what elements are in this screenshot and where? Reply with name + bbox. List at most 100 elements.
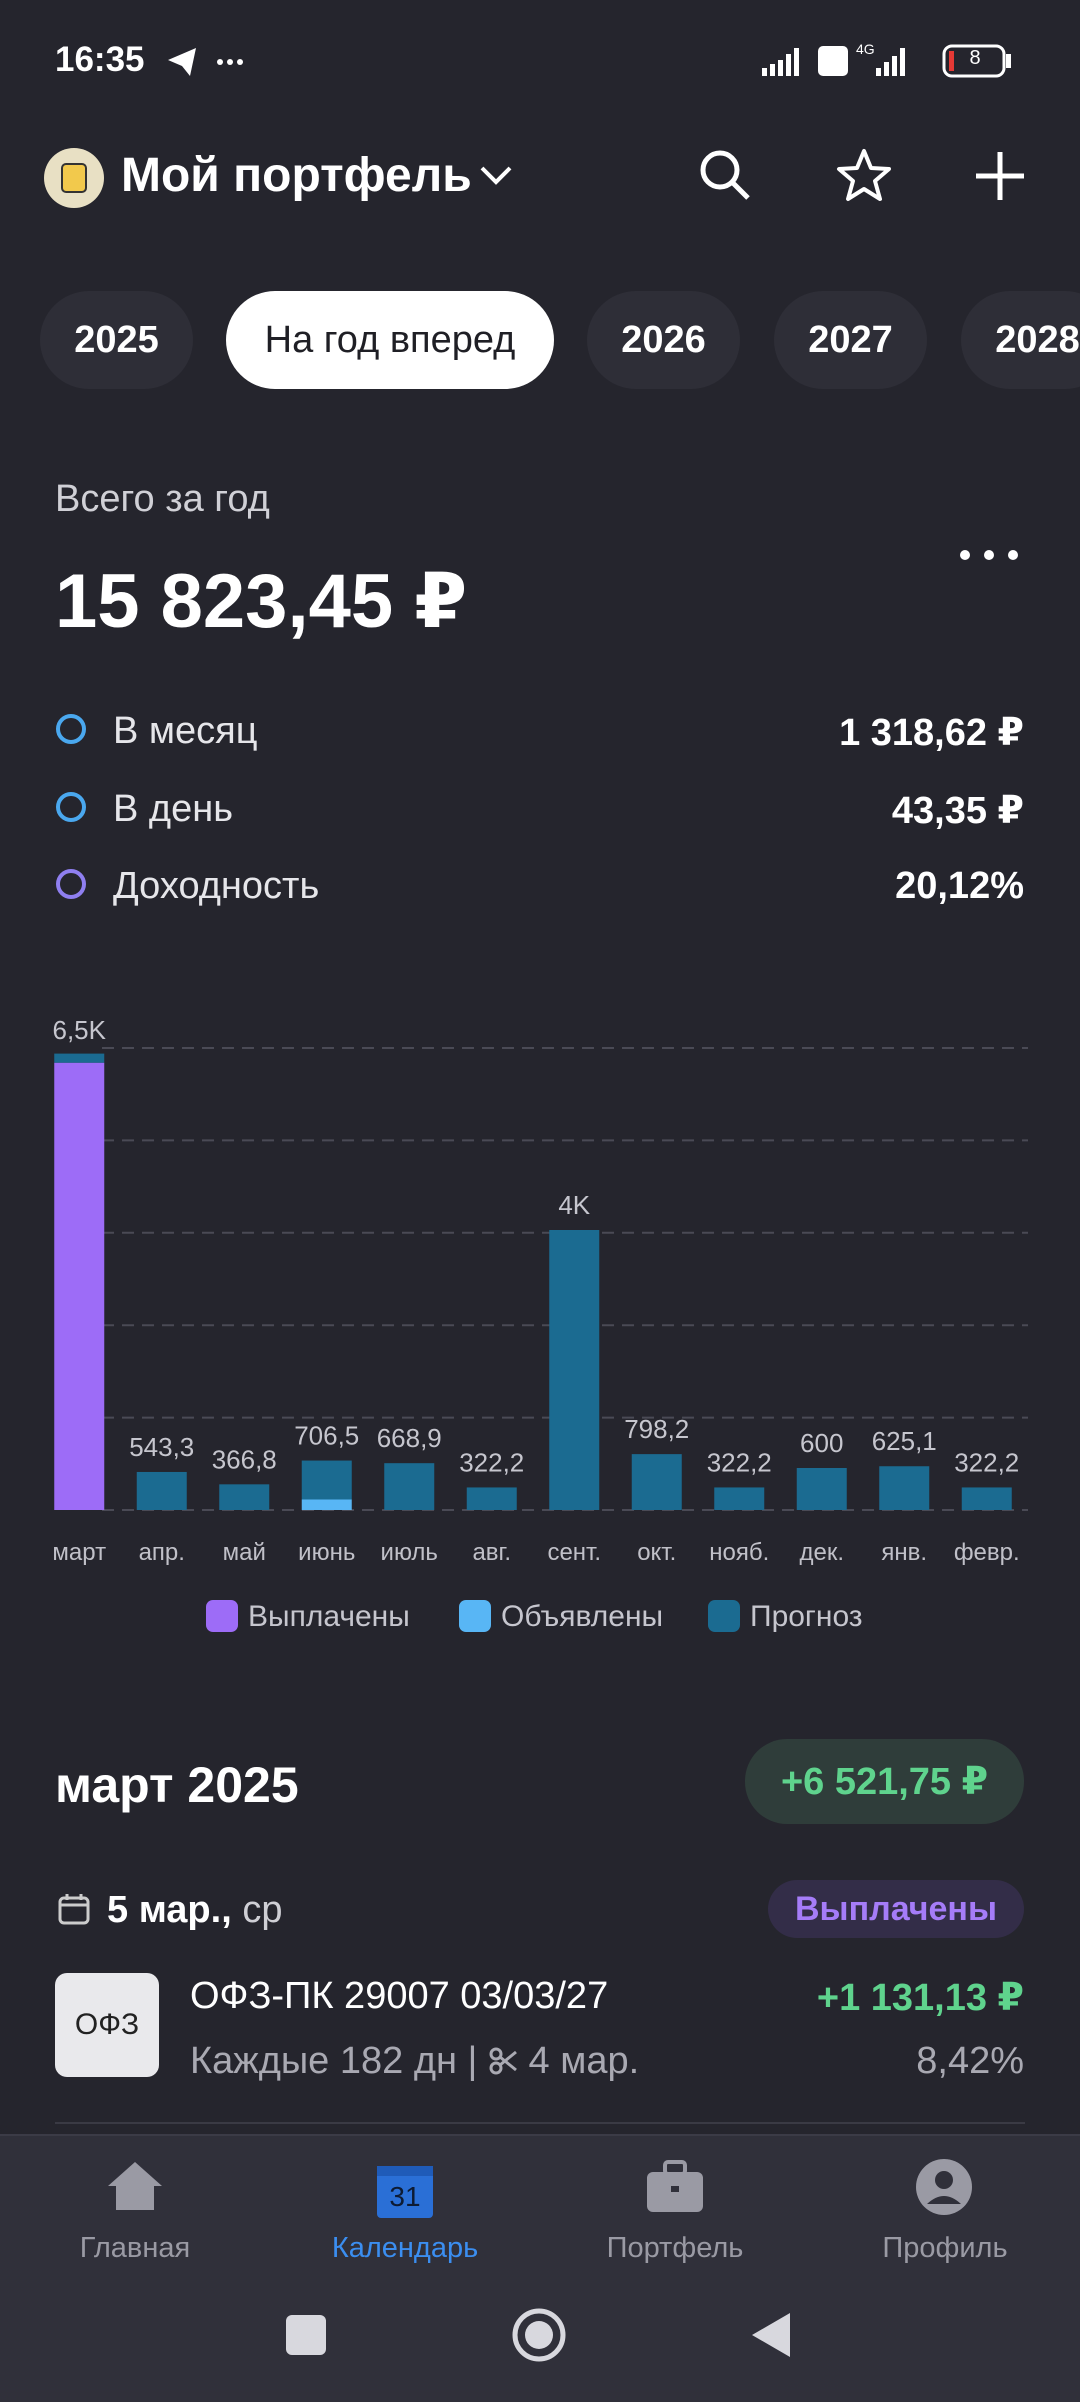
tab[interactable]: 2028 — [961, 291, 1080, 389]
summary-label: Всего за год — [55, 478, 270, 520]
bar-segment — [879, 1466, 930, 1510]
bar-total-label: 322,2 — [954, 1447, 1019, 1477]
bar-total-label: 706,5 — [294, 1421, 359, 1451]
row-marker — [56, 869, 86, 899]
more-icon[interactable] — [955, 545, 1025, 565]
bar-total-label: 4K — [558, 1190, 590, 1220]
recents-button[interactable] — [286, 2315, 326, 2355]
bar-segment — [466, 1487, 517, 1510]
bar-total-label: 798,2 — [624, 1414, 689, 1444]
date: 5 мар., — [107, 1889, 232, 1931]
nav-label-active[interactable]: Календарь — [331, 2232, 479, 2264]
bar-segment — [301, 1499, 352, 1510]
x-tick-label: февр. — [954, 1539, 1020, 1566]
nav-label[interactable]: Портфель — [606, 2232, 744, 2264]
bar-segment — [54, 1053, 105, 1063]
x-tick-label: окт. — [637, 1539, 676, 1566]
dropdown-icon[interactable] — [476, 160, 516, 190]
x-tick-label: март — [52, 1539, 106, 1566]
bar-total-label: 322,2 — [707, 1447, 772, 1477]
summary-amount: 15 823,45 ₽ — [55, 559, 468, 644]
bar-total-label: 366,8 — [212, 1444, 277, 1474]
bar-segment — [384, 1463, 435, 1510]
tab[interactable]: 2026 — [587, 291, 740, 389]
bar-segment — [219, 1484, 270, 1510]
section-title: март 2025 — [55, 1757, 299, 1813]
portfolio-icon[interactable] — [645, 2160, 705, 2214]
back-button[interactable] — [752, 2313, 790, 2357]
system-nav — [286, 2308, 790, 2362]
x-tick-label: май — [223, 1539, 266, 1566]
calendar-icon — [58, 1894, 90, 1925]
row-label: Доходность — [113, 865, 320, 907]
bar-segment — [136, 1471, 187, 1510]
bar-segment — [301, 1460, 352, 1500]
add-icon[interactable] — [970, 146, 1030, 206]
x-tick-label: авг. — [472, 1539, 511, 1566]
tab[interactable]: 2027 — [774, 291, 927, 389]
security-name[interactable]: ОФЗ-ПК 29007 03/03/27 — [190, 1975, 609, 2017]
home-button[interactable] — [512, 2308, 566, 2362]
bar-total-label: 543,3 — [129, 1432, 194, 1462]
legend-swatch — [708, 1600, 740, 1632]
nav-label[interactable]: Профиль — [882, 2232, 1008, 2264]
calendar-nav-icon[interactable]: 31 — [375, 2158, 435, 2220]
row-label: В день — [113, 788, 233, 830]
row-marker — [56, 714, 86, 744]
bar-total-label: 6,5K — [53, 1015, 107, 1045]
status-icons — [168, 48, 243, 76]
x-tick-label: янв. — [881, 1539, 927, 1566]
x-tick-label: дек. — [799, 1539, 844, 1566]
profile-icon[interactable] — [915, 2158, 973, 2216]
bar-segment — [714, 1487, 765, 1510]
divider — [55, 2122, 1025, 2124]
tab[interactable]: 2025 — [40, 291, 193, 389]
security-schedule: Каждые 182 дн | 4 мар. — [190, 2040, 639, 2083]
row-value: 20,12% — [895, 865, 1024, 907]
row-label: В месяц — [113, 710, 258, 752]
x-tick-label: сент. — [547, 1539, 601, 1566]
section-total: +6 521,75 ₽ — [745, 1739, 1024, 1824]
header-title[interactable]: Мой портфель — [121, 149, 472, 202]
bar-segment — [631, 1454, 682, 1510]
status-time: 16:35 — [55, 40, 145, 79]
bar-total-label: 600 — [800, 1428, 843, 1458]
period: Каждые 182 дн | — [190, 2040, 478, 2082]
favorite-icon[interactable] — [834, 146, 894, 206]
x-tick-label: июль — [381, 1539, 438, 1566]
row-value: 43,35 ₽ — [891, 790, 1024, 832]
chart: 6,5K март 543,3 апр. 366,8 май 706,5 июнь 668,9 и… — [52, 1015, 1028, 1633]
tab-selected[interactable]: На год вперед — [226, 291, 554, 389]
legend-label: Объявлены — [501, 1600, 663, 1633]
bar-total-label: 668,9 — [377, 1423, 442, 1453]
logo[interactable] — [42, 146, 106, 210]
bar-segment — [961, 1487, 1012, 1510]
legend-swatch — [206, 1600, 238, 1632]
weekday: ср — [242, 1889, 283, 1931]
nav-label[interactable]: Главная — [79, 2232, 191, 2264]
row-value: 1 318,62 ₽ — [839, 712, 1024, 754]
bar-segment — [549, 1230, 600, 1510]
cut-date: 4 мар. — [528, 2040, 640, 2082]
payment-yield: 8,42% — [916, 2040, 1024, 2082]
search-icon[interactable] — [696, 146, 756, 206]
legend-label: Прогноз — [750, 1600, 863, 1633]
battery-level: 8 — [969, 47, 981, 69]
security-icon: ОФЗ — [55, 1973, 159, 2077]
x-tick-label: апр. — [139, 1539, 185, 1566]
payment-amount: +1 131,13 ₽ — [816, 1977, 1024, 2019]
bar-total-label: 625,1 — [872, 1426, 937, 1456]
status-badge: Выплачены — [768, 1880, 1024, 1938]
bar-segment — [796, 1468, 847, 1510]
row-marker — [56, 792, 86, 822]
x-tick-label: июнь — [298, 1539, 355, 1566]
signal-icons: 4G — [762, 41, 1011, 78]
calendar-day: 31 — [389, 2181, 420, 2212]
x-tick-label: нояб. — [709, 1539, 769, 1566]
svg-text:4G: 4G — [856, 41, 875, 57]
bar-total-label: 322,2 — [459, 1447, 524, 1477]
legend-label: Выплачены — [248, 1600, 410, 1633]
scissors-icon — [489, 2047, 517, 2075]
home-icon[interactable] — [104, 2158, 166, 2214]
